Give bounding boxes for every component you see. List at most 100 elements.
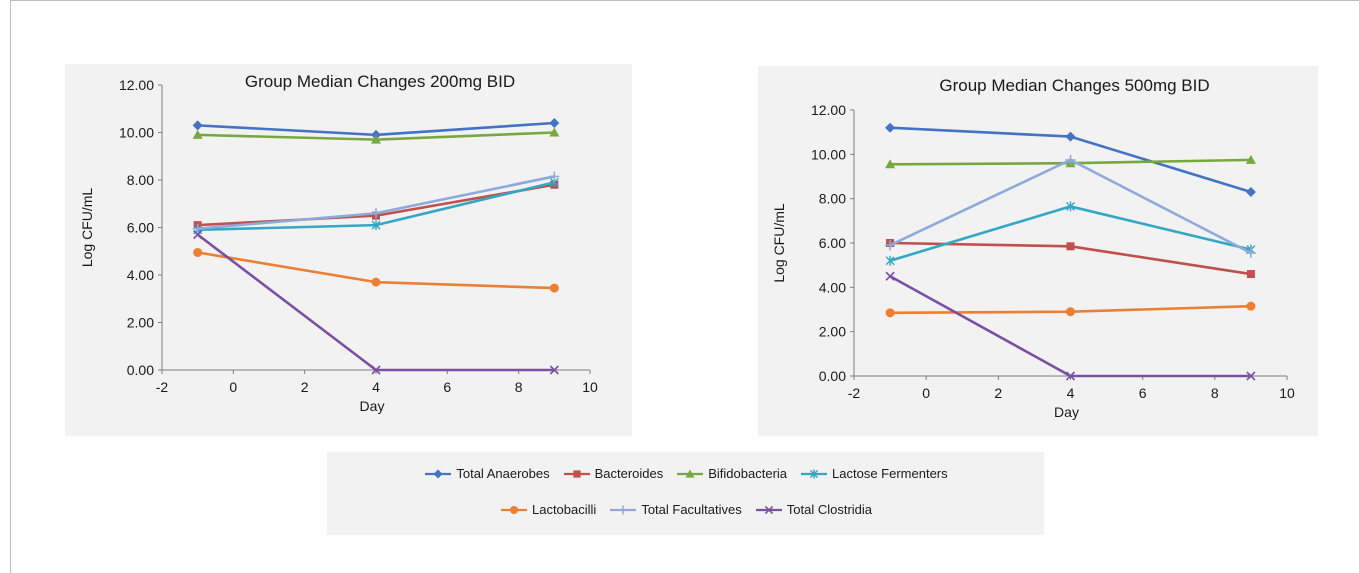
legend-label: Total Anaerobes <box>456 466 550 481</box>
chart2-y-tick-label: 12.00 <box>811 102 846 118</box>
chart1-x-tick-label: 8 <box>515 379 523 395</box>
chart-200mg: Group Median Changes 200mg BID 0.00 2.00 4.… <box>79 72 598 414</box>
chart1-y-tick-label: 0.00 <box>127 362 154 378</box>
legend-label: Bacteroides <box>594 466 664 481</box>
chart2-y-tick-label: 2.00 <box>819 324 846 340</box>
chart1-x-tick-label: 10 <box>582 379 598 395</box>
chart2-series-total-clostridia-point <box>885 271 895 281</box>
chart1-y-tick-label: 8.00 <box>127 172 154 188</box>
chart1-y-tick-label: 4.00 <box>127 267 154 283</box>
chart1-series-bifidobacteria-point <box>192 129 203 139</box>
chart2-x-axis-label: Day <box>1054 404 1079 420</box>
chart2-series-total-clostridia-point <box>1065 371 1076 381</box>
chart2-y-tick-label: 6.00 <box>819 235 846 251</box>
chart2-series-total-clostridia-point <box>1246 371 1256 381</box>
legend-swatch-total-facultatives <box>610 505 637 514</box>
chart2-y-tick-label: 0.00 <box>819 368 846 384</box>
chart1-series-total-anaerobes-point <box>549 118 560 128</box>
chart2-series-lactose-fermenters-point <box>1066 201 1075 212</box>
legend-marker-lactose-fermenters <box>809 469 819 478</box>
chart1-y-axis-label: Log CFU/mL <box>79 188 95 268</box>
chart1-series-lactobacilli-point <box>549 283 559 293</box>
chart1-series-lactobacilli-point <box>193 247 203 257</box>
legend-label: Total Clostridia <box>786 502 873 517</box>
chart2-series-bacteroides-point <box>1066 242 1075 251</box>
chart2-y-tick-label: 8.00 <box>819 191 846 207</box>
chart1-series-total-clostridia-point <box>193 230 203 240</box>
chart2-series-bacteroides-point <box>1246 270 1255 279</box>
chart2-x-tick-label: 4 <box>1067 385 1075 401</box>
legend-swatch-bacteroides <box>563 469 590 478</box>
chart2-y-tick-label: 4.00 <box>819 279 846 295</box>
chart2-series-total-facultatives-point <box>885 240 896 251</box>
chart1-y-tick-label: 10.00 <box>119 125 154 141</box>
chart1-x-tick-label: 6 <box>443 379 451 395</box>
legend-item-total-clostridia: Total Clostridia <box>754 502 872 517</box>
chart1-title: Group Median Changes 200mg BID <box>245 72 515 91</box>
chart1-series-bifidobacteria-point <box>549 127 560 137</box>
chart2-series-lactose-fermenters-line <box>889 205 1252 262</box>
chart1-x-tick-label: 0 <box>229 379 237 395</box>
legend-marker-bacteroides <box>572 469 581 478</box>
legend-item-bacteroides: Bacteroides <box>562 466 664 481</box>
legend-swatch-lactose-fermenters <box>801 469 828 478</box>
chart1-series-total-facultatives-point <box>192 223 203 234</box>
chart2-x-tick-label: 0 <box>922 385 930 401</box>
legend-item-lactobacilli: Lactobacilli <box>499 502 596 517</box>
chart1-x-axis-label: Day <box>360 398 385 414</box>
chart1-x-tick-label: -2 <box>156 379 169 395</box>
legend-marker-total-clostridia <box>764 505 773 514</box>
legend-marker-total-anaerobes <box>433 469 443 478</box>
chart2-x-tick-label: 8 <box>1211 385 1219 401</box>
chart2-series-total-clostridia-line <box>889 275 1251 378</box>
legend-swatch-total-anaerobes <box>425 469 452 478</box>
chart1-series-total-clostridia-point <box>371 365 381 375</box>
legend-swatch-bifidobacteria <box>677 469 704 478</box>
legend-item-total-facultatives: Total Facultatives <box>608 502 742 517</box>
chart2-x-tick-label: 6 <box>1139 385 1147 401</box>
chart2-series-total-anaerobes-point <box>1245 187 1256 198</box>
chart-500mg: Group Median Changes 500mg BID 0.00 2.00 4.… <box>771 76 1295 420</box>
legend-swatch-total-clostridia <box>755 505 782 514</box>
chart1-y-tick-label: 2.00 <box>127 315 154 331</box>
legend-label: Bifidobacteria <box>708 466 788 481</box>
legend-swatch-lactobacilli <box>500 505 527 514</box>
chart1-x-tick-label: 4 <box>372 379 380 395</box>
chart-panel-200mg: Group Median Changes 200mg BID 0.00 2.00 4.… <box>65 64 632 436</box>
chart2-y-axis-label: Log CFU/mL <box>771 203 787 283</box>
legend-marker-lactobacilli <box>509 505 519 514</box>
legend-label: Lactobacilli <box>531 502 597 517</box>
legend-item-bifidobacteria: Bifidobacteria <box>675 466 787 481</box>
chart2-series-total-anaerobes-point <box>1065 131 1076 142</box>
legend-label: Lactose Fermenters <box>832 466 948 481</box>
legend-marker-total-facultatives <box>618 505 628 514</box>
legend-row-2: Lactobacilli Total Facultatives Total Clos… <box>327 502 1044 517</box>
chart1-series-lactose-fermenters-point <box>371 220 381 231</box>
chart2-x-tick-label: 2 <box>994 385 1002 401</box>
chart2-series-total-facultatives-point <box>1245 247 1256 258</box>
chart1-series-total-clostridia-point <box>549 365 559 375</box>
chart2-series-bifidobacteria-point <box>1245 154 1256 164</box>
chart2-x-tick-label: 10 <box>1279 385 1295 401</box>
chart1-series-total-clostridia-line <box>196 233 555 372</box>
legend-label: Total Facultatives <box>641 502 742 517</box>
chart2-series-total-facultatives-point <box>1065 154 1076 165</box>
chart1-series-lactobacilli-point <box>371 277 381 287</box>
chart-panel-500mg: Group Median Changes 500mg BID 0.00 2.00 4.… <box>758 66 1318 436</box>
chart2-y-tick-label: 10.00 <box>811 146 846 162</box>
chart-legend: Total Anaerobes Bacteroides Bifidobacteria… <box>327 452 1044 535</box>
chart1-x-tick-label: 2 <box>301 379 309 395</box>
chart2-series-lactobacilli-point <box>885 308 895 318</box>
chart1-y-tick-label: 6.00 <box>127 220 154 236</box>
chart2-series-bifidobacteria-point <box>885 159 896 169</box>
legend-item-total-anaerobes: Total Anaerobes <box>423 466 550 481</box>
chart1-series-total-facultatives-point <box>549 171 560 182</box>
chart2-series-total-anaerobes-point <box>885 122 896 133</box>
chart2-series-lactobacilli-point <box>1246 301 1256 311</box>
figure-frame <box>10 0 1359 573</box>
chart2-x-tick-label: -2 <box>848 385 861 401</box>
chart2-series-lactobacilli-point <box>1066 307 1075 317</box>
legend-item-lactose-fermenters: Lactose Fermenters <box>799 466 948 481</box>
legend-marker-bifidobacteria <box>685 469 695 478</box>
chart1-series-bifidobacteria-point <box>371 134 381 144</box>
